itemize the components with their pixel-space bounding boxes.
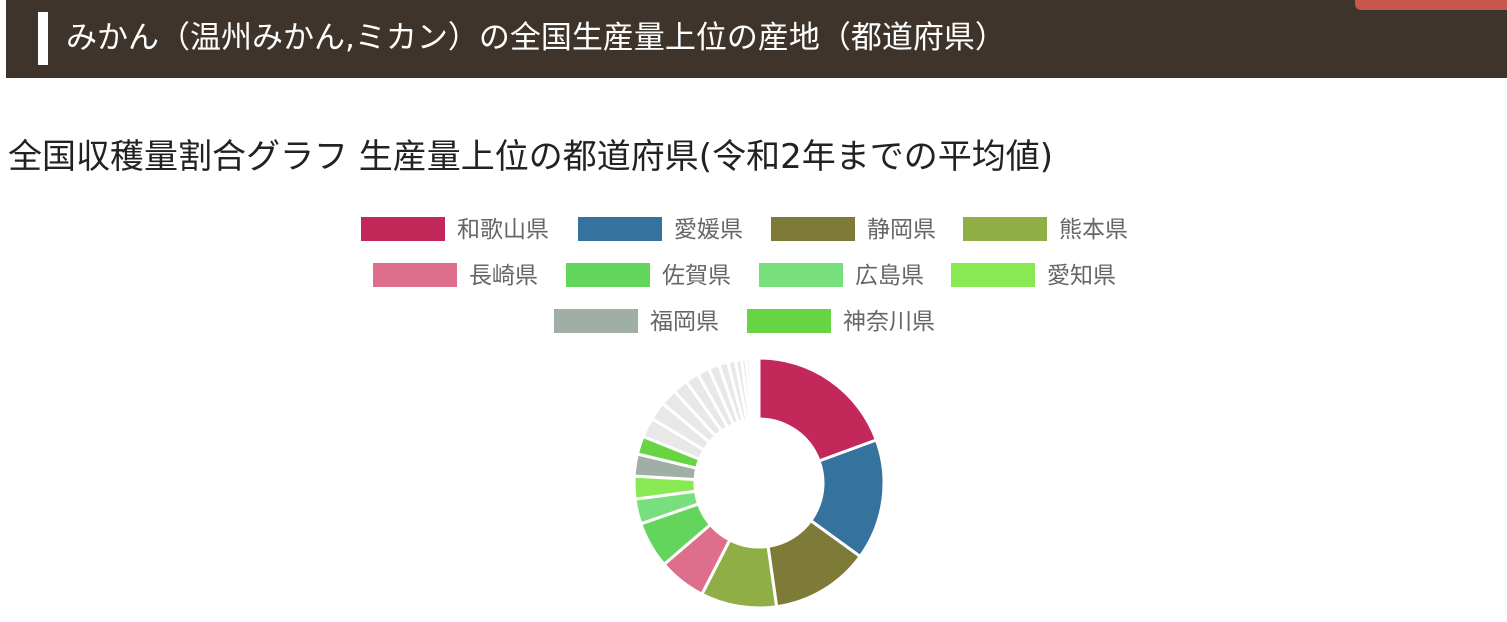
legend-label: 福岡県 xyxy=(650,309,719,335)
legend-label: 神奈川県 xyxy=(843,309,935,335)
donut-slice[interactable] xyxy=(757,356,879,463)
legend-label: 長崎県 xyxy=(469,263,538,289)
page-title: みかん（温州みかん,ミカン）の全国生産量上位の産地（都道府県） xyxy=(66,20,1006,56)
legend-swatch xyxy=(566,263,650,287)
legend-label: 熊本県 xyxy=(1059,217,1128,243)
legend-label: 佐賀県 xyxy=(662,263,731,289)
legend-label: 和歌山県 xyxy=(457,217,549,243)
legend-swatch xyxy=(951,263,1035,287)
legend-swatch xyxy=(747,309,831,333)
legend-label: 愛媛県 xyxy=(674,217,743,243)
legend-swatch xyxy=(373,263,457,287)
corner-badge xyxy=(1355,0,1507,10)
legend-swatch xyxy=(361,217,445,241)
legend-label: 広島県 xyxy=(855,263,924,289)
legend-swatch xyxy=(963,217,1047,241)
legend-swatch xyxy=(554,309,638,333)
legend-label: 愛知県 xyxy=(1047,263,1116,289)
legend-swatch xyxy=(771,217,855,241)
legend-label: 静岡県 xyxy=(867,217,936,243)
legend-swatch xyxy=(759,263,843,287)
header-bar: みかん（温州みかん,ミカン）の全国生産量上位の産地（都道府県） xyxy=(6,0,1507,78)
chart-title: 全国収穫量割合グラフ 生産量上位の都道府県(令和2年までの平均値) xyxy=(8,137,1053,177)
header-accent-bar xyxy=(38,12,48,65)
donut-slice-other[interactable] xyxy=(755,356,761,421)
legend-swatch xyxy=(578,217,662,241)
